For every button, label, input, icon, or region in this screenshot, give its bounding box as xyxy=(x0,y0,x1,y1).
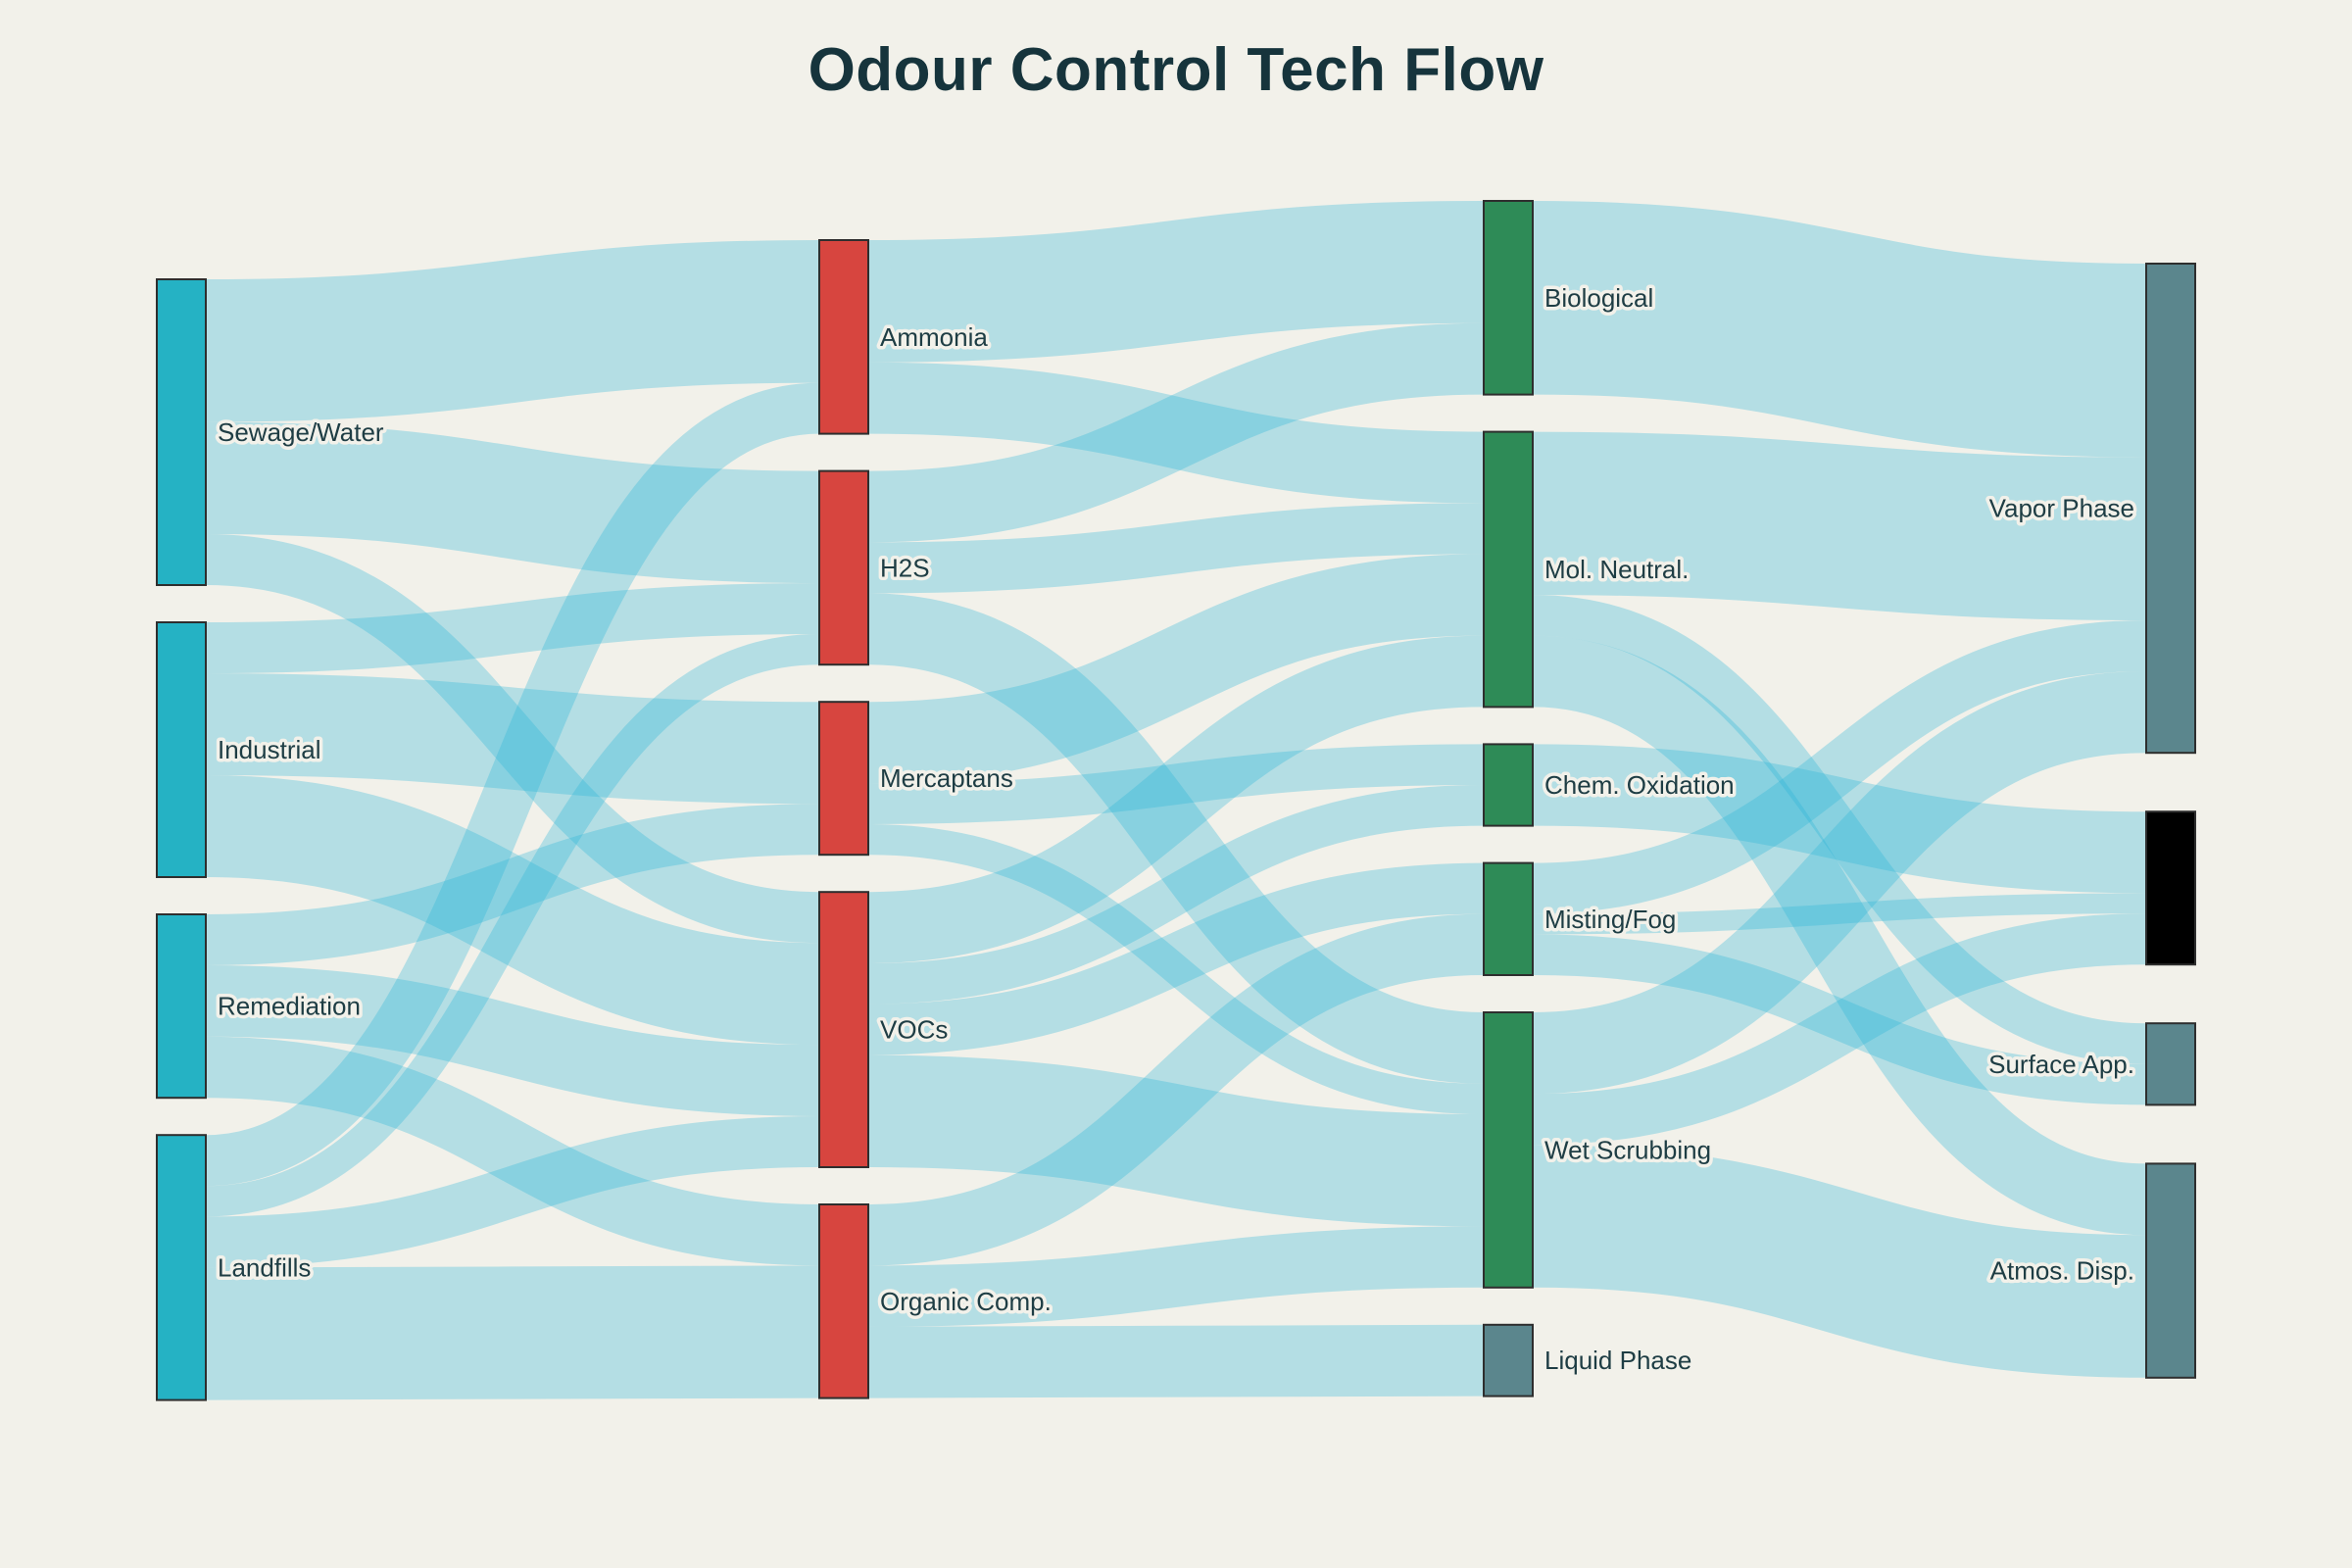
sankey-link-misting-to-surface[interactable] xyxy=(1532,934,2147,1105)
node-label-h2s: H2S xyxy=(880,553,930,582)
chart-title: Odour Control Tech Flow xyxy=(808,36,1544,104)
sankey-link-landfills-to-organic[interactable] xyxy=(205,1265,820,1400)
node-label-misting: Misting/Fog xyxy=(1544,905,1676,934)
sankey-link-sewage-to-ammonia[interactable] xyxy=(205,240,820,422)
sankey-link-misting-to-vapor[interactable] xyxy=(1532,620,2147,914)
node-label-industrial: Industrial xyxy=(218,735,321,764)
sankey-node-remediation[interactable] xyxy=(156,913,207,1100)
sankey-node-organic[interactable] xyxy=(818,1203,869,1399)
sankey-node-chem_ox[interactable] xyxy=(1483,743,1534,827)
sankey-link-vocs-to-mol_neutral[interactable] xyxy=(867,635,1485,963)
node-label-organic: Organic Comp. xyxy=(880,1287,1052,1316)
node-label-surface: Surface App. xyxy=(1988,1050,2134,1079)
sankey-link-misting-to-unlabeled_black[interactable] xyxy=(1532,893,2147,935)
sankey-link-ammonia-to-biological[interactable] xyxy=(867,201,1485,363)
sankey-link-chem_ox-to-unlabeled_black[interactable] xyxy=(1532,744,2147,894)
sankey-link-landfills-to-h2s[interactable] xyxy=(205,634,820,1217)
sankey-link-ammonia-to-mol_neutral[interactable] xyxy=(867,362,1485,504)
sankey-link-mol_neutral-to-atmos[interactable] xyxy=(1532,635,2147,1236)
sankey-link-mercaptans-to-chem_ox[interactable] xyxy=(867,744,1485,824)
node-label-remediation: Remediation xyxy=(218,992,361,1021)
sankey-link-h2s-to-biological[interactable] xyxy=(867,322,1485,543)
sankey-link-organic-to-wet_scrub[interactable] xyxy=(867,1226,1485,1327)
sankey-node-biological[interactable] xyxy=(1483,200,1534,396)
sankey-link-remediation-to-mercaptans[interactable] xyxy=(205,804,820,965)
sankey-link-sewage-to-h2s[interactable] xyxy=(205,421,820,583)
sankey-link-mercaptans-to-wet_scrub[interactable] xyxy=(867,824,1485,1114)
sankey-node-mercaptans[interactable] xyxy=(818,701,869,857)
sankey-node-misting[interactable] xyxy=(1483,861,1534,976)
node-label-vapor: Vapor Phase xyxy=(1989,494,2134,523)
sankey-node-wet_scrub[interactable] xyxy=(1483,1011,1534,1289)
sankey-link-wet_scrub-to-vapor[interactable] xyxy=(1532,671,2147,1095)
sankey-node-vocs[interactable] xyxy=(818,891,869,1168)
sankey-link-industrial-to-h2s[interactable] xyxy=(205,583,820,673)
sankey-link-biological-to-vapor[interactable] xyxy=(1532,201,2147,458)
sankey-link-vocs-to-misting[interactable] xyxy=(867,862,1485,1055)
sankey-link-vocs-to-wet_scrub[interactable] xyxy=(867,1054,1485,1227)
sankey-link-organic-to-liquid[interactable] xyxy=(867,1324,1485,1398)
node-label-sewage: Sewage/Water xyxy=(218,417,384,447)
sankey-node-ammonia[interactable] xyxy=(818,239,869,435)
sankey-node-sewage[interactable] xyxy=(156,278,207,586)
node-label-atmos: Atmos. Disp. xyxy=(1990,1256,2134,1286)
sankey-link-landfills-to-ammonia[interactable] xyxy=(205,382,820,1187)
sankey-link-mol_neutral-to-vapor[interactable] xyxy=(1532,431,2147,620)
node-label-mol_neutral: Mol. Neutral. xyxy=(1544,555,1689,584)
sankey-link-industrial-to-mercaptans[interactable] xyxy=(205,673,820,805)
sankey-link-mercaptans-to-mol_neutral[interactable] xyxy=(867,554,1485,784)
node-label-biological: Biological xyxy=(1544,283,1653,313)
sankey-node-industrial[interactable] xyxy=(156,621,207,878)
sankey-link-organic-to-misting[interactable] xyxy=(867,913,1485,1266)
sankey-link-mol_neutral-to-surface[interactable] xyxy=(1532,595,2147,1064)
sankey-link-vocs-to-chem_ox[interactable] xyxy=(867,785,1485,1004)
sankey-node-surface[interactable] xyxy=(2145,1022,2196,1106)
sankey-link-wet_scrub-to-atmos[interactable] xyxy=(1532,1145,2147,1378)
sankey-node-h2s[interactable] xyxy=(818,469,869,666)
sankey-node-landfills[interactable] xyxy=(156,1134,207,1401)
sankey-node-vapor[interactable] xyxy=(2145,263,2196,755)
sankey-link-landfills-to-vocs[interactable] xyxy=(205,1116,820,1268)
sankey-node-liquid[interactable] xyxy=(1483,1323,1534,1397)
node-label-mercaptans: Mercaptans xyxy=(880,763,1013,793)
sankey-link-h2s-to-mol_neutral[interactable] xyxy=(867,503,1485,594)
sankey-link-remediation-to-vocs[interactable] xyxy=(205,965,820,1116)
sankey-link-h2s-to-wet_scrub[interactable] xyxy=(867,593,1485,1084)
node-label-chem_ox: Chem. Oxidation xyxy=(1544,770,1735,800)
node-label-ammonia: Ammonia xyxy=(880,322,988,352)
sankey-link-wet_scrub-to-unlabeled_black[interactable] xyxy=(1532,913,2147,1146)
node-label-wet_scrub: Wet Scrubbing xyxy=(1544,1135,1711,1164)
sankey-node-unlabeled_black[interactable] xyxy=(2145,810,2196,966)
sankey-link-remediation-to-organic[interactable] xyxy=(205,1036,820,1266)
sankey-node-atmos[interactable] xyxy=(2145,1162,2196,1379)
node-label-liquid: Liquid Phase xyxy=(1544,1346,1691,1375)
node-label-vocs: VOCs xyxy=(880,1015,948,1045)
node-label-landfills: Landfills xyxy=(218,1252,311,1282)
sankey-link-industrial-to-vocs[interactable] xyxy=(205,775,820,1046)
sankey-node-mol_neutral[interactable] xyxy=(1483,430,1534,709)
sankey-link-sewage-to-vocs[interactable] xyxy=(205,534,820,944)
